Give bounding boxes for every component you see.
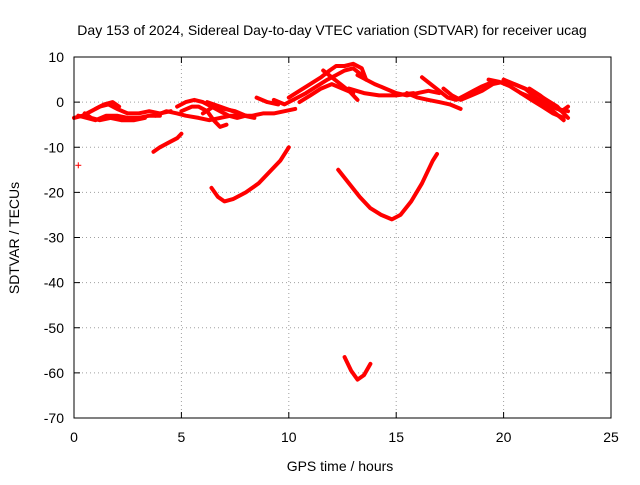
series-arc-13	[271, 66, 364, 107]
series-arc-10	[151, 131, 184, 154]
data-point-outlier	[75, 162, 82, 169]
y-tick-label: -60	[44, 365, 64, 381]
series-arc-18	[346, 86, 416, 98]
series-arc-09	[205, 100, 257, 120]
grid-layer	[74, 57, 611, 418]
x-tick-label: 15	[388, 429, 404, 445]
series-arc-05	[153, 106, 298, 123]
y-tick-label: -20	[44, 184, 64, 200]
series-arc-17	[355, 73, 442, 98]
x-tick-label: 10	[281, 429, 297, 445]
data-layer	[72, 61, 570, 382]
x-tick-label: 25	[603, 429, 619, 445]
x-tick-label: 20	[496, 429, 512, 445]
y-tick-label: -70	[44, 410, 64, 426]
x-tick-label: 0	[70, 429, 78, 445]
y-tick-label: -10	[44, 139, 64, 155]
series-arc-25	[518, 91, 566, 123]
series-arc-12	[254, 95, 281, 107]
chart-title: Day 153 of 2024, Sidereal Day-to-day VTE…	[77, 22, 586, 38]
series-arc-03	[82, 111, 147, 123]
y-tick-label: 10	[48, 49, 64, 65]
x-tick-label: 5	[178, 429, 186, 445]
series-arc-01	[72, 102, 173, 120]
series-arc-27	[342, 355, 373, 382]
series-arc-11	[209, 145, 291, 204]
series-arc-04	[93, 100, 122, 111]
series-arc-16	[321, 68, 360, 102]
series-arc-19	[336, 152, 439, 222]
y-tick-label: -50	[44, 320, 64, 336]
y-tick-label: -30	[44, 230, 64, 246]
x-axis-label: GPS time / hours	[287, 458, 394, 474]
axis-layer: 0 5 10 15 20 25 10 0 -10 -20 -30 -40 -50 -60 -70	[44, 49, 619, 445]
series-arc-20	[404, 91, 463, 111]
y-axis-label: SDTVAR / TECUs	[6, 182, 22, 294]
series-arc-14	[286, 61, 369, 100]
y-tick-label: 0	[56, 94, 64, 110]
series-arc-26	[527, 86, 570, 114]
y-tick-label: -40	[44, 275, 64, 291]
